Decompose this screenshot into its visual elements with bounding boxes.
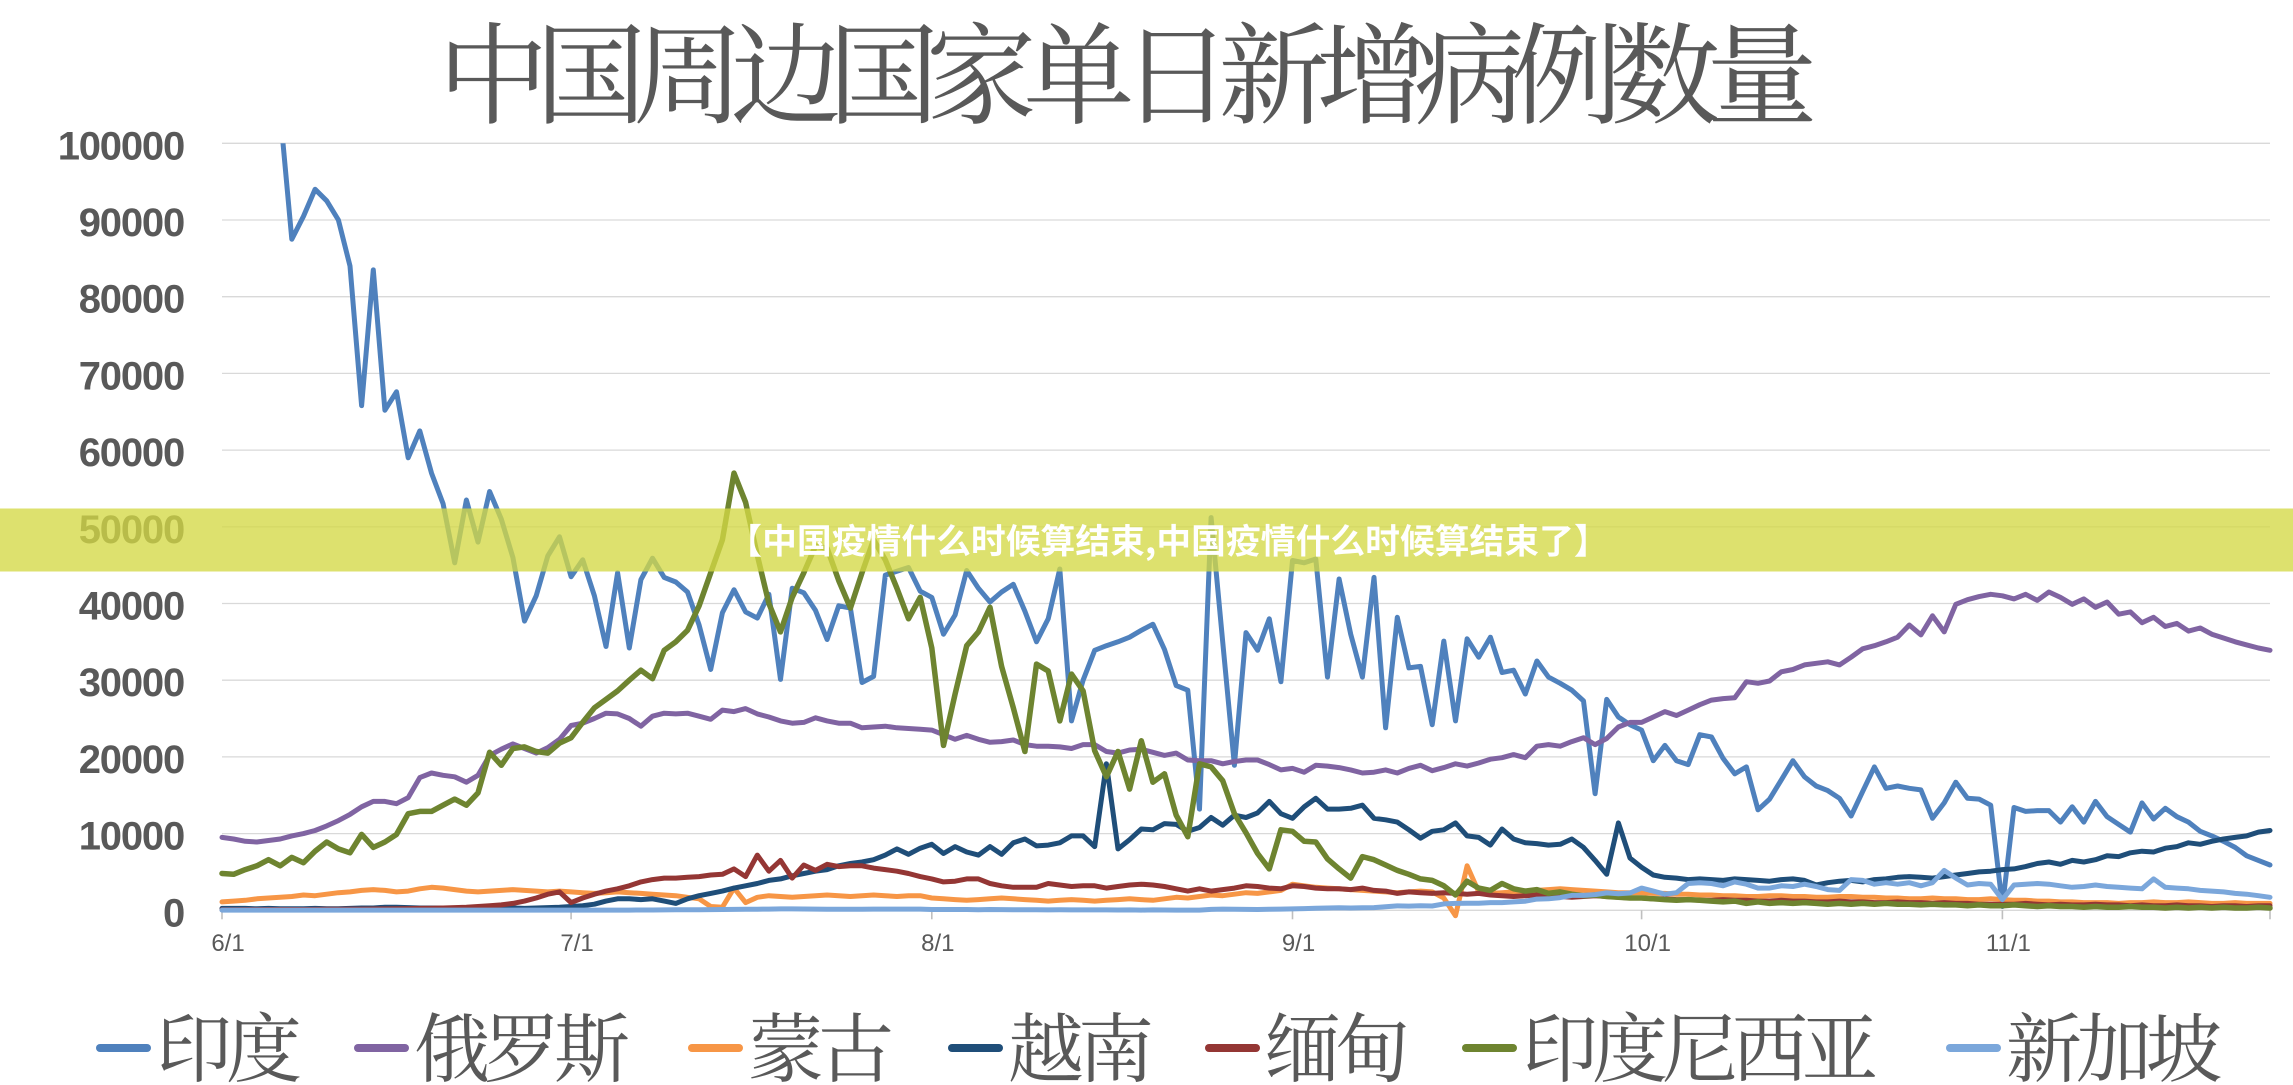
svg-text:90000: 90000 — [79, 201, 184, 245]
svg-text:80000: 80000 — [79, 278, 184, 322]
svg-text:9/1: 9/1 — [1282, 930, 1315, 957]
svg-text:10/1: 10/1 — [1624, 930, 1671, 957]
svg-text:10000: 10000 — [79, 815, 184, 859]
svg-text:7/1: 7/1 — [560, 930, 593, 957]
svg-text:0: 0 — [163, 891, 184, 935]
svg-text:100000: 100000 — [58, 124, 184, 168]
svg-text:6/1: 6/1 — [211, 930, 244, 957]
svg-text:60000: 60000 — [79, 431, 184, 475]
svg-text:11/1: 11/1 — [1986, 930, 2031, 957]
svg-text:70000: 70000 — [79, 354, 184, 398]
svg-text:30000: 30000 — [79, 661, 184, 705]
svg-text:8/1: 8/1 — [921, 930, 954, 957]
svg-text:40000: 40000 — [79, 585, 184, 629]
svg-text:20000: 20000 — [79, 738, 184, 782]
